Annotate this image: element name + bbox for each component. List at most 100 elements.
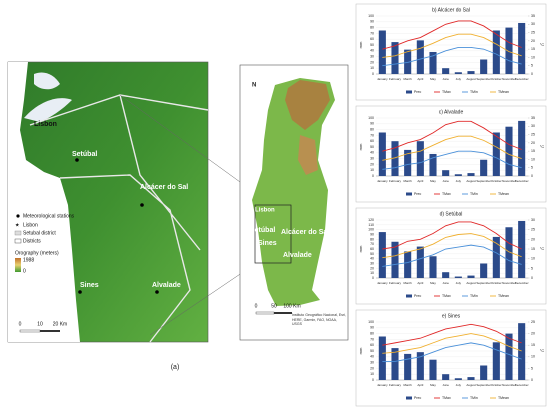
y-tick-label: 0: [372, 72, 374, 76]
y-tick-label: 40: [370, 49, 374, 53]
y-tick-label: 60: [370, 37, 374, 41]
bar: [378, 336, 386, 380]
y2-tick-label: 35: [531, 14, 535, 18]
legend-label: TMax: [442, 294, 451, 298]
y-tick-label: 100: [368, 228, 374, 232]
line: [382, 333, 522, 354]
climate-chart: c) Alvalade01020304050607080901000510152…: [355, 105, 547, 203]
chart-frame: [355, 309, 547, 407]
y2-tick-label: 20: [531, 332, 535, 336]
bar: [467, 377, 475, 380]
station: [78, 290, 82, 294]
y-tick-label: 120: [368, 218, 374, 222]
y-tick-label: 0: [372, 174, 374, 178]
y-tick-label: 10: [370, 372, 374, 376]
legend-label: Lisbon: [23, 222, 38, 228]
x-tick-label: April: [417, 383, 423, 387]
y2-tick-label: 15: [531, 47, 535, 51]
y-tick-label: 60: [370, 343, 374, 347]
legend-swatch: [406, 90, 412, 94]
x-tick-label: July: [456, 77, 462, 81]
y-tick-label: 50: [370, 43, 374, 47]
y-tick-label: 80: [370, 332, 374, 336]
x-tick-label: May: [430, 77, 436, 81]
y-tick-label: 30: [370, 55, 374, 59]
scale-label: 20 Km: [53, 321, 67, 327]
bar: [429, 51, 437, 74]
bar: [454, 72, 462, 74]
y-tick-label: 20: [370, 366, 374, 370]
y-tick-label: 50: [370, 252, 374, 256]
x-tick-label: September: [476, 179, 491, 183]
y-tick-label: 40: [370, 151, 374, 155]
bar: [404, 353, 412, 380]
x-tick-label: August: [466, 77, 476, 81]
chart-title: e) Sines: [442, 313, 461, 319]
y-tick-label: 40: [370, 257, 374, 261]
line: [382, 120, 522, 152]
study-box: [254, 204, 292, 264]
bar: [492, 342, 500, 380]
x-tick-label: April: [417, 179, 423, 183]
legend-label: TMin: [470, 90, 478, 94]
place-label: Sines: [80, 282, 99, 289]
y2-tick-label: 20: [531, 237, 535, 241]
legend-symbol: ★: [15, 222, 20, 228]
y2-tick-label: 0: [531, 174, 533, 178]
y2-tick-label: 0: [531, 276, 533, 280]
y-tick-label: 110: [368, 223, 374, 227]
line: [382, 221, 522, 250]
legend-symbol: [14, 238, 22, 244]
elevation-max: 1988: [23, 257, 34, 263]
x-tick-label: January: [377, 77, 388, 81]
scale-label: 10: [37, 321, 43, 327]
chart-title: c) Alvalade: [439, 109, 464, 115]
y2-tick-label: 30: [531, 22, 535, 26]
x-tick-label: June: [442, 77, 449, 81]
scale-bar: [40, 330, 60, 332]
chart-frame: [355, 105, 547, 203]
x-tick-label: March: [403, 281, 412, 285]
x-tick-label: October: [491, 383, 502, 387]
legend-label: Districts: [23, 238, 41, 244]
line: [382, 47, 522, 67]
place-label: Setúbal: [250, 227, 275, 234]
x-tick-label: December: [515, 179, 529, 183]
portugal-map: Lisbon Setúbal Alcácer do Sal Sines Alva…: [239, 64, 349, 341]
y-tick-label: 90: [370, 232, 374, 236]
station: [140, 203, 144, 207]
x-tick-label: May: [430, 383, 436, 387]
estuary: [24, 98, 72, 122]
x-tick-label: August: [466, 383, 476, 387]
legend-swatch: [406, 192, 412, 196]
chart-title: d) Setúbal: [440, 211, 463, 217]
y-tick-label: 80: [370, 128, 374, 132]
bar: [416, 40, 424, 74]
highlands: [298, 135, 318, 175]
x-tick-label: July: [456, 383, 462, 387]
bar: [442, 68, 450, 74]
x-tick-label: March: [403, 179, 412, 183]
y-axis-label: mm: [358, 347, 363, 354]
legend-label: TMean: [498, 294, 509, 298]
y2-tick-label: 15: [531, 247, 535, 251]
bar: [467, 275, 475, 278]
x-tick-label: April: [417, 77, 423, 81]
place-label: Alcácer do Sal: [281, 229, 329, 236]
y2-tick-label: 30: [531, 218, 535, 222]
climate-chart: b) Alcácer do Sal01020304050607080901000…: [355, 3, 547, 101]
bar: [480, 59, 488, 74]
bar: [442, 170, 450, 176]
y2-tick-label: 20: [531, 141, 535, 145]
line: [382, 135, 522, 161]
y-tick-label: 90: [370, 20, 374, 24]
bar: [480, 365, 488, 380]
x-tick-label: September: [476, 77, 491, 81]
chart-frame: [355, 3, 547, 101]
line: [382, 342, 522, 362]
bar: [391, 141, 399, 176]
y2-axis-label: °C: [540, 246, 545, 251]
y-tick-label: 80: [370, 26, 374, 30]
y-tick-label: 10: [370, 66, 374, 70]
